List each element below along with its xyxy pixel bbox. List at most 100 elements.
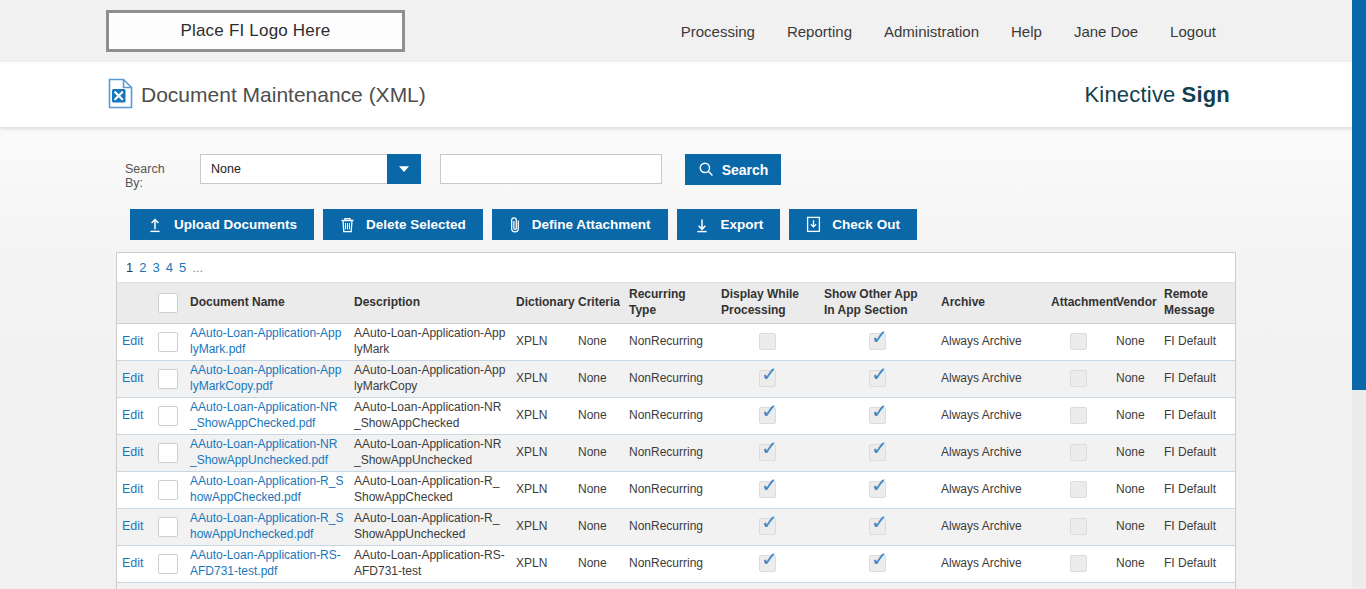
vertical-scrollbar-thumb[interactable] bbox=[1352, 0, 1366, 390]
dictionary-value: XPLN bbox=[511, 545, 573, 582]
header-dictionary: Dictionary bbox=[511, 283, 573, 323]
recurring-type-value: NonRecurring bbox=[624, 397, 716, 434]
page-link-2[interactable]: 2 bbox=[139, 260, 146, 275]
dictionary-value: XPLN bbox=[511, 471, 573, 508]
row-select-checkbox[interactable] bbox=[158, 369, 178, 389]
search-by-dropdown-value: None bbox=[211, 155, 241, 183]
document-name-link[interactable]: AAuto-Loan-Application-ApplyMarkCopy.pdf bbox=[190, 363, 341, 392]
page-ellipsis: ... bbox=[192, 260, 203, 275]
archive-value: Always Archive bbox=[936, 545, 1046, 582]
vertical-scrollbar-track[interactable] bbox=[1352, 0, 1366, 589]
show-other-app-checkbox bbox=[869, 407, 886, 424]
edit-link[interactable]: Edit bbox=[122, 371, 144, 385]
page-link-5[interactable]: 5 bbox=[179, 260, 186, 275]
edit-link[interactable]: Edit bbox=[122, 334, 144, 348]
row-select-checkbox[interactable] bbox=[158, 332, 178, 352]
document-name-link[interactable]: AAuto-Loan-Application-R_ShowAppUnchecke… bbox=[190, 511, 343, 540]
table-row: Edit AAuto-Loan-Application-NR_ShowAppCh… bbox=[117, 397, 1235, 434]
nav-item-jane-doe[interactable]: Jane Doe bbox=[1074, 23, 1138, 40]
nav-item-logout[interactable]: Logout bbox=[1170, 23, 1216, 40]
header-display-while-processing: Display While Processing bbox=[716, 283, 819, 323]
document-name-link[interactable]: AAuto-Loan-Application-ApplyMark.pdf bbox=[190, 326, 341, 355]
archive-value: Always Archive bbox=[936, 323, 1046, 360]
check-out-button[interactable]: Check Out bbox=[789, 209, 917, 240]
brand-logo: Kinective Sign bbox=[1084, 62, 1230, 127]
remote-message-value: FI Default bbox=[1159, 471, 1235, 508]
toolbar-button-label: Define Attachment bbox=[532, 217, 651, 232]
select-all-checkbox[interactable] bbox=[158, 293, 178, 313]
document-name-link[interactable]: AAuto-Loan-Application-RS-AFD731-test.pd… bbox=[190, 548, 341, 577]
recurring-type-value: NonRecurring bbox=[624, 360, 716, 397]
archive-value bbox=[936, 582, 1046, 589]
nav-item-reporting[interactable]: Reporting bbox=[787, 23, 852, 40]
row-select-checkbox[interactable] bbox=[158, 406, 178, 426]
table-row: Edit AAuto-Loan-Application-RS-AFD731-te… bbox=[117, 545, 1235, 582]
criteria-value bbox=[573, 582, 624, 589]
search-by-label: Search By: bbox=[125, 162, 165, 190]
search-by-dropdown[interactable]: None bbox=[200, 154, 421, 184]
title-band: Document Maintenance (XML) Kinective Sig… bbox=[0, 62, 1366, 127]
document-table-body: Edit AAuto-Loan-Application-ApplyMark.pd… bbox=[117, 323, 1235, 589]
download-icon bbox=[694, 217, 710, 233]
nav-item-help[interactable]: Help bbox=[1011, 23, 1042, 40]
edit-link[interactable]: Edit bbox=[122, 445, 144, 459]
show-other-app-checkbox bbox=[869, 333, 886, 350]
toolbar-button-label: Check Out bbox=[832, 217, 900, 232]
show-other-app-checkbox bbox=[869, 518, 886, 535]
define-attachment-button[interactable]: Define Attachment bbox=[492, 209, 668, 240]
archive-value: Always Archive bbox=[936, 434, 1046, 471]
row-select-checkbox[interactable] bbox=[158, 517, 178, 537]
display-while-processing-checkbox bbox=[759, 481, 776, 498]
criteria-value: None bbox=[573, 323, 624, 360]
document-description: AAuto-Loan-Application-R_ShowAppChecked bbox=[349, 471, 511, 508]
recurring-type-value: NonRecurring bbox=[624, 508, 716, 545]
search-icon bbox=[698, 161, 715, 178]
vendor-value: None bbox=[1111, 545, 1159, 582]
document-name-link[interactable]: AAuto-Loan-Application-NR_ShowAppUncheck… bbox=[190, 437, 337, 466]
attachment-checkbox bbox=[1070, 333, 1087, 350]
edit-link[interactable]: Edit bbox=[122, 408, 144, 422]
page-link-3[interactable]: 3 bbox=[152, 260, 159, 275]
nav-item-processing[interactable]: Processing bbox=[681, 23, 755, 40]
delete-selected-button[interactable]: Delete Selected bbox=[323, 209, 483, 240]
page-link-4[interactable]: 4 bbox=[166, 260, 173, 275]
vendor-value: None bbox=[1111, 397, 1159, 434]
recurring-type-value: NonRecurring bbox=[624, 545, 716, 582]
edit-link[interactable]: Edit bbox=[122, 556, 144, 570]
attachment-checkbox bbox=[1070, 407, 1087, 424]
archive-value: Always Archive bbox=[936, 397, 1046, 434]
remote-message-value: FI Default bbox=[1159, 434, 1235, 471]
paperclip-icon bbox=[509, 216, 521, 234]
row-select-checkbox[interactable] bbox=[158, 480, 178, 500]
attachment-checkbox bbox=[1070, 444, 1087, 461]
remote-message-value: FI Default bbox=[1159, 397, 1235, 434]
document-name-link[interactable]: AAuto-Loan-Application-R_ShowAppChecked.… bbox=[190, 474, 343, 503]
attachment-checkbox bbox=[1070, 481, 1087, 498]
page-link-1[interactable]: 1 bbox=[126, 260, 133, 275]
toolbar: Upload Documents Delete Selected Define At… bbox=[130, 209, 917, 240]
criteria-value: None bbox=[573, 360, 624, 397]
content-area: Search By: None Search Upload Documents D… bbox=[0, 127, 1366, 589]
table-header-row: Document Name Description Dictionary Cri… bbox=[117, 283, 1235, 323]
dictionary-value: XPLN bbox=[511, 397, 573, 434]
nav-item-administration[interactable]: Administration bbox=[884, 23, 979, 40]
toolbar-button-label: Export bbox=[721, 217, 764, 232]
checkout-icon bbox=[806, 216, 821, 233]
export-button[interactable]: Export bbox=[677, 209, 781, 240]
search-button[interactable]: Search bbox=[685, 154, 781, 185]
edit-link[interactable]: Edit bbox=[122, 482, 144, 496]
search-input[interactable] bbox=[440, 154, 662, 184]
row-select-checkbox[interactable] bbox=[158, 554, 178, 574]
edit-link[interactable]: Edit bbox=[122, 519, 144, 533]
upload-icon bbox=[147, 217, 163, 233]
display-while-processing-checkbox bbox=[759, 555, 776, 572]
header-vendor: Vendor bbox=[1111, 283, 1159, 323]
toolbar-button-label: Upload Documents bbox=[174, 217, 297, 232]
criteria-value: None bbox=[573, 397, 624, 434]
upload-documents-button[interactable]: Upload Documents bbox=[130, 209, 314, 240]
criteria-value: None bbox=[573, 508, 624, 545]
document-maintenance-icon bbox=[108, 78, 133, 113]
row-select-checkbox[interactable] bbox=[158, 443, 178, 463]
trash-icon bbox=[340, 217, 355, 233]
document-name-link[interactable]: AAuto-Loan-Application-NR_ShowAppChecked… bbox=[190, 400, 337, 429]
